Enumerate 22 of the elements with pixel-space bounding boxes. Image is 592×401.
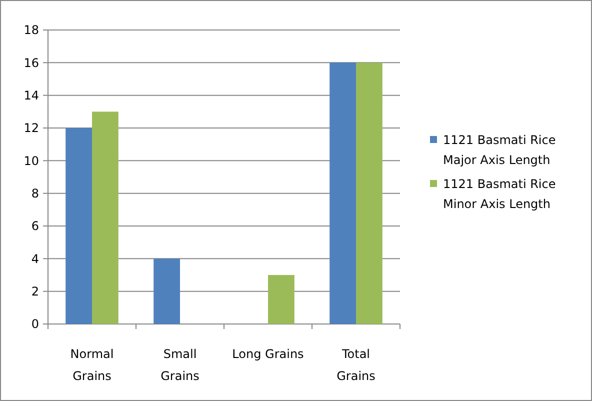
y-tick-label: 12 [24, 121, 39, 136]
bar [154, 258, 180, 324]
y-tick-label: 14 [24, 88, 39, 103]
x-tick-label: Long Grains [232, 347, 304, 361]
bar [268, 275, 294, 324]
y-tick-label: 10 [24, 154, 39, 168]
y-tick-label: 16 [24, 56, 39, 70]
y-tick-label: 2 [31, 284, 39, 299]
y-tick-label: 18 [24, 23, 39, 38]
y-tick-label: 6 [31, 219, 39, 234]
legend-label: 1121 Basmati Rice Major Axis Length [443, 133, 556, 167]
bar [92, 112, 118, 324]
bar [330, 62, 356, 324]
x-tick-label: Small Grains [160, 347, 200, 383]
x-tick-label: Normal Grains [70, 347, 114, 383]
bar [66, 128, 92, 324]
x-tick-label: Total Grains [336, 347, 376, 383]
y-tick-label: 0 [31, 317, 39, 332]
legend-label: 1121 Basmati Rice Minor Axis Length [443, 177, 556, 211]
y-tick-label: 4 [31, 252, 39, 266]
y-tick-label: 8 [31, 186, 39, 201]
bar [356, 62, 382, 324]
